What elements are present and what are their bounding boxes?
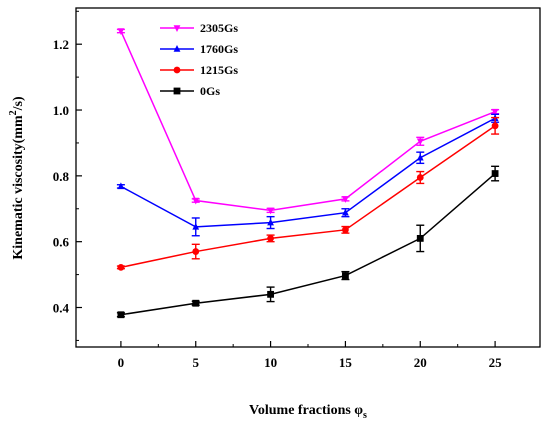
series-2305Gs	[116, 28, 500, 215]
data-point	[192, 248, 200, 255]
legend-item: 2305Gs	[160, 21, 238, 35]
data-point	[491, 170, 499, 177]
data-point	[342, 208, 349, 216]
data-point	[416, 153, 424, 161]
data-point	[342, 196, 349, 203]
legend: 2305Gs 1760Gs 1215Gs 0Gs	[160, 21, 238, 98]
legend-label: 1760Gs	[200, 42, 238, 56]
series-layer	[116, 28, 500, 319]
data-point	[192, 197, 200, 205]
legend-label: 0Gs	[200, 84, 220, 98]
data-point	[117, 28, 125, 36]
data-point	[192, 299, 200, 307]
data-point	[342, 226, 349, 234]
y-axis-ticks: 0.4 0.6 0.8 1.0 1.2	[53, 10, 82, 341]
data-point	[416, 234, 424, 242]
y-tick-label: 1.2	[53, 37, 69, 52]
data-point	[267, 290, 274, 298]
legend-item: 1215Gs	[160, 63, 238, 77]
data-point	[416, 138, 424, 146]
x-axis-title: Volume fractions φs	[249, 403, 367, 421]
y-tick-label: 1.0	[53, 103, 69, 118]
legend-label: 1215Gs	[200, 63, 238, 77]
x-axis-ticks: 0 5 10 15 20 25	[118, 341, 502, 370]
legend-marker	[173, 45, 181, 52]
x-tick-label: 0	[118, 355, 125, 370]
y-tick-label: 0.6	[53, 235, 70, 250]
data-point	[117, 182, 125, 190]
data-point	[491, 122, 499, 130]
legend-item: 0Gs	[160, 84, 220, 98]
legend-marker	[173, 66, 181, 74]
series-0Gs	[116, 165, 500, 319]
data-point	[416, 174, 424, 181]
x-tick-label: 15	[339, 355, 353, 370]
series-1215Gs	[116, 116, 500, 271]
legend-item: 1760Gs	[160, 42, 238, 56]
data-point	[267, 234, 274, 242]
data-point	[342, 272, 349, 279]
y-axis-title: Kinematic viscosity(mm2/s)	[8, 96, 26, 260]
x-tick-label: 25	[489, 355, 503, 370]
x-tick-label: 10	[264, 355, 277, 370]
data-point	[192, 222, 200, 230]
data-point	[491, 108, 499, 116]
series-line	[120, 172, 496, 316]
x-tick-label: 5	[192, 355, 199, 370]
data-point	[267, 207, 274, 215]
data-point	[117, 263, 125, 271]
legend-label: 2305Gs	[200, 21, 238, 35]
legend-marker	[173, 25, 181, 32]
series-line	[120, 30, 496, 212]
data-point	[117, 311, 125, 319]
y-tick-label: 0.4	[53, 301, 70, 316]
series-1760Gs	[116, 113, 500, 237]
series-line	[120, 125, 496, 269]
series-line	[120, 117, 496, 228]
x-tick-label: 20	[414, 355, 427, 370]
data-point	[267, 218, 274, 226]
y-tick-label: 0.8	[53, 169, 70, 184]
legend-marker	[173, 87, 181, 95]
plot-frame	[75, 7, 541, 348]
